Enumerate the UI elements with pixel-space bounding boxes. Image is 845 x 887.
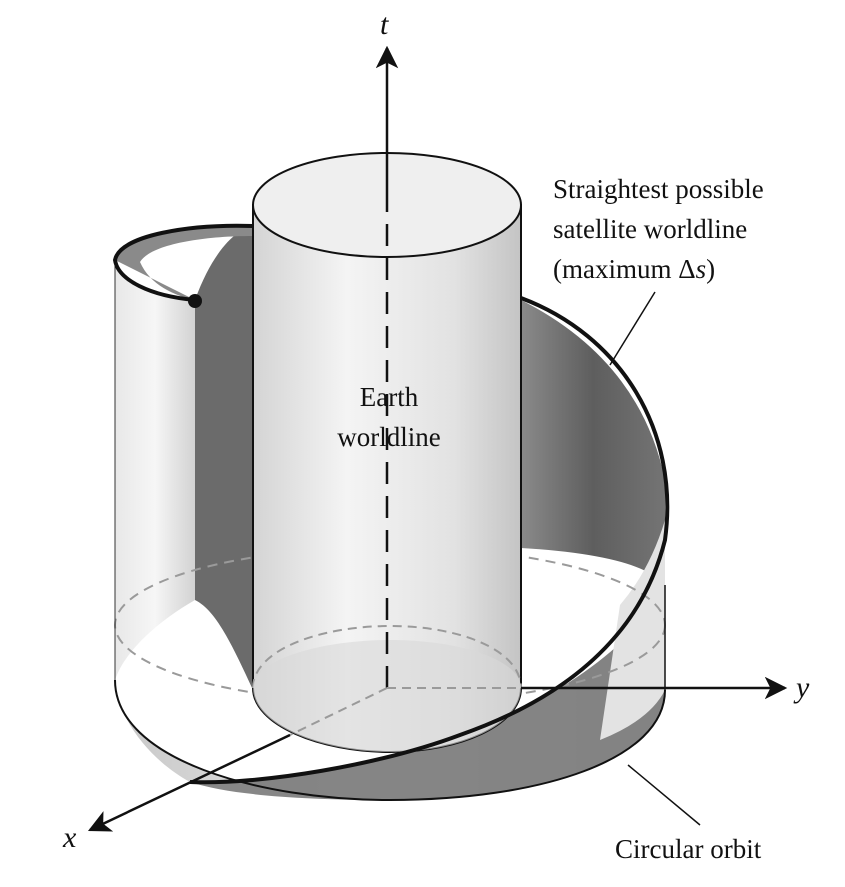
t-axis-label: t [380,8,389,41]
satellite-label-line2: satellite worldline [553,214,747,244]
satellite-label-line3-var: s [696,254,707,284]
earth-label-line1: Earth [360,382,419,412]
satellite-label-line1: Straightest possible [553,174,764,204]
satellite-leader-line [610,292,655,365]
y-axis-label: y [793,671,810,704]
ribbon-front-left [115,260,195,680]
earth-label-line2: worldline [337,422,440,452]
x-axis-label: x [62,821,77,854]
orbit-label: Circular orbit [615,834,762,864]
orbit-leader-line [628,765,700,825]
ribbon-back-left [195,226,253,690]
satellite-position-dot [188,294,202,308]
satellite-label-line3-post: ) [706,254,715,284]
satellite-label-line3: (maximum Δs) [553,254,715,284]
satellite-label-line3-pre: (maximum Δ [553,254,696,284]
